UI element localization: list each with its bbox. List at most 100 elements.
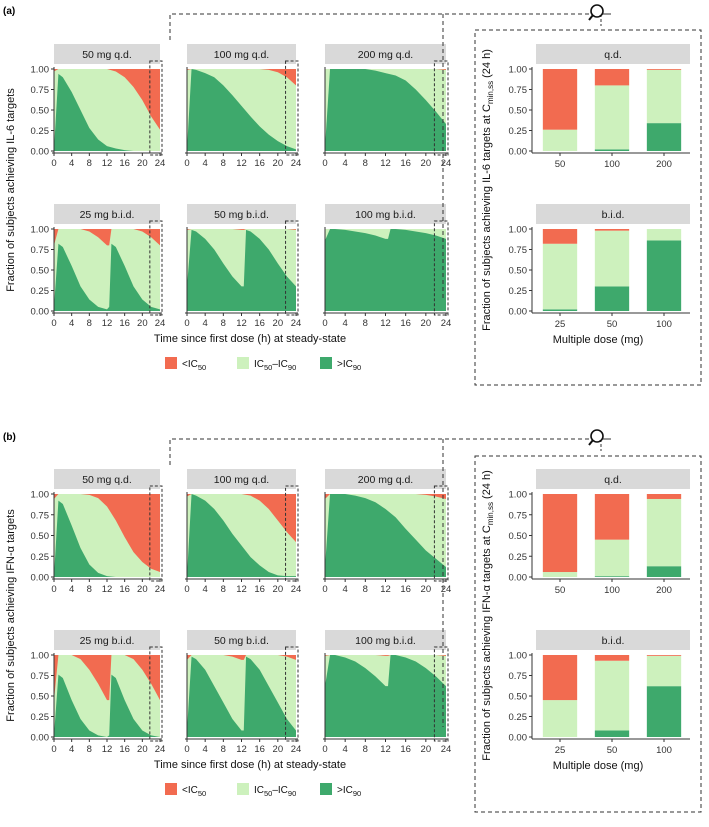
- facet-strip: [187, 204, 296, 224]
- area-below-ic50-1-0: [54, 494, 160, 573]
- bar-below-ic50: [542, 229, 578, 244]
- x-tick-label: 12: [102, 318, 113, 329]
- facet-0-0: 50 mg q.d. 0.00 0.25 0.50 0.75 1.00 0 4 8 12 16 20 2…: [31, 44, 166, 169]
- y-tick-label: 0.25: [509, 552, 528, 563]
- legend-label-sub: 50: [198, 363, 206, 372]
- trough-y-title-main: (24 h): [481, 49, 493, 81]
- x-tick-label: 16: [119, 158, 130, 169]
- trough-group-0: q.d. 0.00 0.25 0.50 0.75 1.00 50 100 200: [509, 469, 690, 596]
- y-tick-label: 1.00: [509, 65, 528, 76]
- x-tick-label: 200: [656, 159, 672, 170]
- x-tick-label: 4: [343, 318, 348, 329]
- legend-swatch: [237, 357, 249, 369]
- facet-0-5: 100 mg b.i.d. 0 4 8 12 16 20 24: [322, 204, 451, 329]
- panel-letter: (b): [3, 432, 16, 443]
- x-tick-label: 12: [102, 744, 113, 755]
- legend-item: IC50–IC90: [237, 357, 296, 372]
- trough-panel-border: [474, 29, 702, 386]
- x-tick-label: 12: [102, 158, 113, 169]
- x-tick-label: 24: [291, 158, 302, 169]
- x-tick-label: 12: [236, 318, 247, 329]
- x-tick-label: 0: [322, 318, 327, 329]
- legend-label-sub: 90: [353, 789, 361, 798]
- bar-below-ic50: [594, 69, 630, 86]
- y-tick-label: 0.25: [509, 126, 528, 137]
- x-tick-label: 25: [555, 319, 566, 330]
- facet-strip-label: 25 mg b.i.d.: [80, 635, 135, 647]
- y-tick-label: 0.00: [31, 307, 50, 318]
- x-tick-label: 20: [421, 318, 432, 329]
- x-tick-label: 24: [291, 318, 302, 329]
- facet-0-1: 100 mg q.d. 0 4 8 12 16 20 24: [184, 44, 301, 169]
- y-tick-label: 1.00: [31, 225, 50, 236]
- legend-item: <IC50: [165, 357, 206, 372]
- bar-ic50-ic90: [542, 700, 578, 737]
- x-tick-label: 20: [273, 158, 284, 169]
- trough-strip: [536, 469, 690, 489]
- area-below-ic50-0-0: [54, 69, 160, 130]
- y-tick-label: 1.00: [31, 651, 50, 662]
- legend-label-sub: 50: [198, 789, 206, 798]
- bar-ic50-ic90: [646, 655, 682, 687]
- x-tick-label: 8: [87, 158, 92, 169]
- x-tick-label: 4: [203, 744, 208, 755]
- bar-ic50-ic90: [594, 85, 630, 150]
- legend-label-main: <IC: [182, 785, 198, 796]
- area-above-ic90-1-2: [325, 494, 446, 577]
- y-tick-label: 0.75: [31, 85, 50, 96]
- y-tick-label: 0.75: [31, 671, 50, 682]
- legend-label: <IC50: [182, 785, 206, 798]
- legend-label-main: –IC: [272, 785, 288, 796]
- x-tick-label: 12: [380, 318, 391, 329]
- y-tick-label: 0.25: [31, 712, 50, 723]
- x-tick-label: 24: [441, 158, 452, 169]
- legend-label: <IC50: [182, 359, 206, 372]
- bar-above-ic90: [646, 566, 682, 577]
- legend-label: IC50–IC90: [254, 359, 296, 372]
- legend-label-sub: 90: [288, 363, 296, 372]
- bar-below-ic50: [542, 69, 578, 130]
- y-tick-label: 1.00: [31, 65, 50, 76]
- legend-label-sub: 90: [288, 789, 296, 798]
- x-tick-label: 16: [254, 744, 265, 755]
- magnifier-icon-handle: [588, 439, 594, 446]
- trough-y-title-sub: min,ss: [486, 81, 495, 104]
- bar-below-ic50: [646, 655, 682, 656]
- x-tick-label: 0: [184, 744, 189, 755]
- area-below-ic50-0-3: [54, 229, 160, 246]
- y-tick-label: 0.00: [31, 147, 50, 158]
- x-tick-label: 8: [87, 584, 92, 595]
- facet-strip-label: 100 mg b.i.d.: [355, 209, 416, 221]
- y-tick-label: 0.75: [509, 510, 528, 521]
- magnifier-icon-lens: [590, 429, 604, 443]
- area-below-ic50-0-4: [187, 229, 296, 230]
- trough-y-title-main: (24 h): [481, 470, 493, 502]
- bar-below-ic50: [594, 494, 630, 540]
- trough-window: [149, 220, 163, 316]
- y-tick-label: 0.50: [31, 531, 50, 542]
- facet-strip: [325, 44, 446, 64]
- y-tick-label: 0.75: [509, 245, 528, 256]
- y-tick-label: 0.00: [509, 147, 528, 158]
- x-tick-label: 24: [155, 158, 166, 169]
- facet-0-3: 25 mg b.i.d. 0.00 0.25 0.50 0.75 1.00 0 4 8 12 16 2…: [31, 204, 165, 329]
- x-tick-label: 0: [184, 318, 189, 329]
- legend-label-main: <IC: [182, 359, 198, 370]
- facet-0-2: 200 mg q.d. 0 4 8 12 16 20 24: [322, 44, 451, 169]
- facet-strip-label: 50 mg b.i.d.: [214, 209, 269, 221]
- legend-label-main: >IC: [337, 785, 353, 796]
- trough-y-title-main: Fraction of subjects achieving IL-6 targ…: [481, 104, 493, 331]
- x-tick-label: 0: [51, 584, 56, 595]
- area-above-ic90-1-0: [54, 500, 160, 577]
- x-tick-label: 12: [236, 158, 247, 169]
- x-tick-label: 8: [363, 744, 368, 755]
- area-below-ic50-1-2: [325, 494, 446, 499]
- y-tick-label: 0.25: [31, 126, 50, 137]
- legend-swatch: [165, 783, 177, 795]
- facet-strip-label: 25 mg b.i.d.: [80, 209, 135, 221]
- trough-window: [433, 485, 449, 582]
- facet-1-0: 50 mg q.d. 0.00 0.25 0.50 0.75 1.00 0 4 8 12 16 20 2…: [31, 469, 165, 595]
- bar-ic50-ic90: [594, 539, 630, 577]
- bar-ic50-ic90: [542, 572, 578, 577]
